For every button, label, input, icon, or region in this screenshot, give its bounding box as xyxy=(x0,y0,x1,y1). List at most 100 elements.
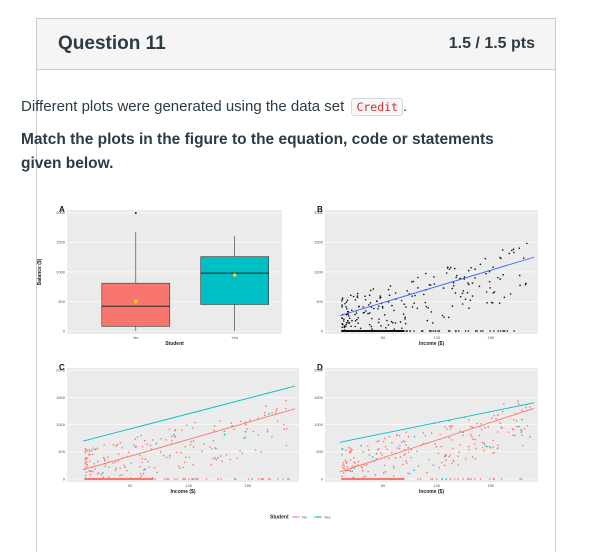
scatter-point xyxy=(462,293,464,295)
scatter-point xyxy=(287,478,289,480)
scatter-point xyxy=(396,435,398,437)
scatter-point xyxy=(500,258,502,260)
scatter-point xyxy=(245,424,247,426)
scatter-point xyxy=(467,292,469,294)
scatter-point xyxy=(529,436,531,438)
scatter-point xyxy=(230,422,232,424)
scatter-point xyxy=(468,307,470,309)
scatter-point xyxy=(380,297,382,299)
scatter-point xyxy=(442,315,444,317)
scatter-point xyxy=(84,462,86,464)
scatter-point xyxy=(474,277,476,279)
scatter-point xyxy=(395,292,397,294)
scatter-point xyxy=(450,428,452,430)
y-tick-label: 1000 xyxy=(314,269,324,274)
y-tick-label: 1500 xyxy=(314,240,324,245)
scatter-point xyxy=(426,472,428,474)
zero-balance-band xyxy=(85,478,153,480)
scatter-point xyxy=(401,327,403,329)
scatter-point xyxy=(485,273,487,275)
scatter-point xyxy=(388,289,390,291)
scatter-point xyxy=(119,467,121,469)
scatter-point xyxy=(356,312,358,314)
scatter-point xyxy=(364,464,366,466)
scatter-point xyxy=(521,478,523,480)
scatter-point xyxy=(179,467,181,469)
scatter-point xyxy=(421,330,423,332)
scatter-point xyxy=(341,454,343,456)
scatter-point xyxy=(214,447,216,449)
scatter-point xyxy=(137,436,139,438)
scatter-point xyxy=(456,275,458,277)
scatter-point xyxy=(384,438,386,440)
scatter-point xyxy=(405,460,407,462)
scatter-point xyxy=(95,448,97,450)
scatter-point xyxy=(385,471,387,473)
scatter-point xyxy=(182,478,184,480)
x-tick-label: 50 xyxy=(381,335,386,340)
scatter-point xyxy=(341,306,343,308)
scatter-point xyxy=(426,306,428,308)
scatter-point xyxy=(258,434,260,436)
scatter-point xyxy=(407,473,409,475)
scatter-point xyxy=(154,478,156,480)
scatter-point xyxy=(361,466,363,468)
x-axis-label-A: Student xyxy=(165,341,184,347)
scatter-point xyxy=(342,462,344,464)
scatter-point xyxy=(489,478,491,480)
scatter-point xyxy=(206,478,208,480)
y-tick-label: 2000 xyxy=(56,368,66,373)
scatter-point xyxy=(436,478,438,480)
scatter-point xyxy=(341,304,343,306)
zero-balance-band xyxy=(342,478,405,480)
scatter-point xyxy=(118,453,120,455)
scatter-point xyxy=(360,445,362,447)
scatter-point xyxy=(408,436,410,438)
scatter-point xyxy=(404,441,406,443)
scatter-point xyxy=(342,467,344,469)
scatter-point xyxy=(285,400,287,402)
scatter-point xyxy=(446,272,448,274)
scatter-point xyxy=(502,330,504,332)
scatter-point xyxy=(344,460,346,462)
scatter-point xyxy=(468,449,470,451)
x-tick-label: 100 xyxy=(186,483,193,488)
scatter-point xyxy=(511,250,513,252)
scatter-point xyxy=(369,324,371,326)
scatter-point xyxy=(243,438,245,440)
scatter-point xyxy=(217,478,219,480)
scatter-point xyxy=(492,446,494,448)
scatter-point xyxy=(246,428,248,430)
scatter-point xyxy=(380,452,382,454)
scatter-point xyxy=(215,459,217,461)
scatter-point xyxy=(468,419,470,421)
scatter-point xyxy=(149,466,151,468)
scatter-point xyxy=(360,328,362,330)
scatter-point xyxy=(516,420,518,422)
scatter-point xyxy=(470,478,472,480)
scatter-point xyxy=(88,449,90,451)
scatter-point xyxy=(117,444,119,446)
scatter-point xyxy=(86,471,88,473)
scatter-point xyxy=(346,322,348,324)
scatter-point xyxy=(475,330,477,332)
scatter-point xyxy=(353,296,355,298)
scatter-point xyxy=(377,449,379,451)
scatter-point xyxy=(434,443,436,445)
scatter-point xyxy=(107,456,109,458)
scatter-point xyxy=(460,296,462,298)
scatter-point xyxy=(212,458,214,460)
scatter-point xyxy=(143,473,145,475)
scatter-point xyxy=(267,431,269,433)
scatter-point xyxy=(271,412,273,414)
scatter-point xyxy=(521,434,523,436)
scatter-point xyxy=(453,285,455,287)
scatter-point xyxy=(376,441,378,443)
scatter-point xyxy=(94,468,96,470)
scatter-point xyxy=(248,478,250,480)
scatter-point xyxy=(412,306,414,308)
scatter-point xyxy=(393,310,395,312)
scatter-point xyxy=(391,442,393,444)
scatter-point xyxy=(400,456,402,458)
scatter-point xyxy=(342,298,344,300)
